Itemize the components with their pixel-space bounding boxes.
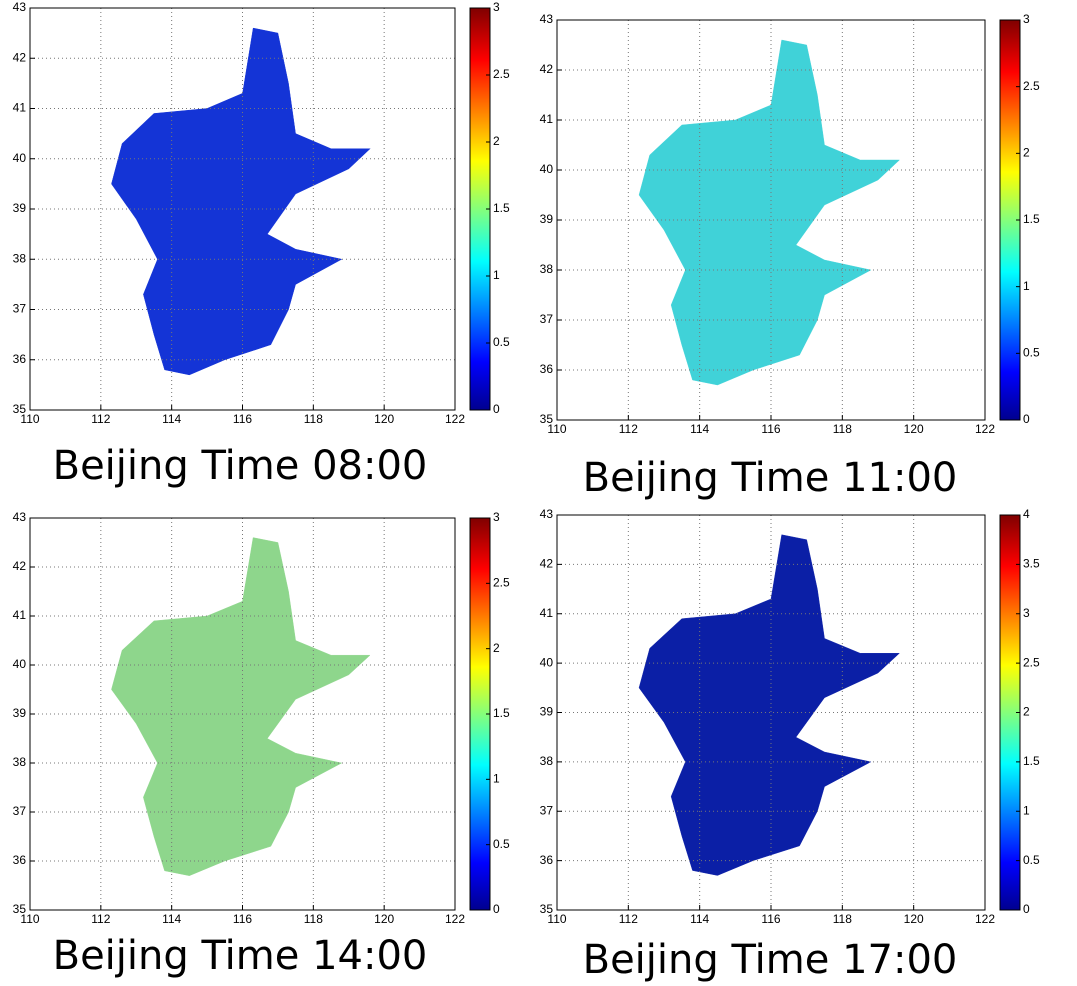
y-tick-label: 38 [13,251,27,265]
y-tick-label: 39 [540,212,554,226]
colorbar-tick-label: 1.5 [1023,754,1040,768]
y-tick-label: 42 [13,559,27,573]
colorbar-tick-label: 2.5 [1023,655,1040,669]
colorbar-tick-label: 0.5 [1023,346,1040,360]
y-tick-label: 35 [540,412,554,426]
y-tick-label: 40 [13,657,27,671]
x-tick-label: 112 [91,412,110,426]
y-tick-label: 35 [13,402,27,416]
colorbar-tick-label: 1.5 [1023,212,1040,226]
colorbar-tick-label: 1 [493,268,500,282]
colorbar-tick-label: 1.5 [493,201,510,215]
colorbar-tick-label: 2.5 [493,576,510,590]
y-tick-label: 43 [13,510,27,524]
y-tick-label: 37 [13,804,27,818]
y-tick-label: 40 [540,655,554,669]
x-tick-label: 112 [619,912,638,926]
y-tick-label: 42 [13,50,27,64]
colorbar-tick-label: 1 [493,772,500,786]
x-tick-label: 112 [91,912,110,926]
y-tick-label: 35 [13,902,27,916]
colorbar-tick-label: 0.5 [1023,853,1040,867]
panel-title: Beijing Time 08:00 [53,443,428,489]
y-tick-label: 36 [13,853,27,867]
y-tick-label: 43 [540,12,554,26]
colorbar-tick-label: 1.5 [493,706,510,720]
y-tick-label: 37 [540,803,554,817]
y-tick-label: 38 [13,755,27,769]
colorbar-tick-label: 3 [1023,12,1030,26]
colorbar-tick-label: 3 [1023,606,1030,620]
panel-title: Beijing Time 17:00 [583,937,958,983]
colorbar-tick-label: 1 [1023,279,1030,293]
x-tick-label: 118 [833,912,852,926]
x-tick-label: 112 [619,422,638,436]
colorbar-tick-label: 2.5 [493,67,510,81]
colorbar-tick-label: 1 [1023,803,1030,817]
colorbar-tick-label: 0 [493,902,500,916]
y-tick-label: 38 [540,262,554,276]
colorbar-tick-label: 2 [493,134,500,148]
y-tick-label: 41 [13,608,27,622]
colorbar-tick-label: 0 [1023,412,1030,426]
x-tick-label: 118 [304,912,323,926]
y-tick-label: 37 [540,312,554,326]
figure: 1101121141161181201223536373839404142430… [0,0,1077,986]
x-tick-label: 122 [445,912,465,926]
colorbar-tick-label: 0.5 [493,335,510,349]
panel: 1101121141161181201223536373839404142430… [13,510,510,979]
y-tick-label: 41 [540,112,554,126]
y-tick-label: 39 [13,706,27,720]
y-tick-label: 42 [540,557,554,571]
y-tick-label: 39 [13,201,27,215]
x-tick-label: 122 [975,912,995,926]
y-tick-label: 38 [540,754,554,768]
x-tick-label: 122 [445,412,465,426]
colorbar-tick-label: 2 [1023,705,1030,719]
y-tick-label: 41 [13,101,27,115]
y-tick-label: 43 [13,0,27,14]
colorbar-tick-label: 3 [493,510,500,524]
x-tick-label: 114 [690,912,709,926]
y-tick-label: 35 [540,902,554,916]
x-tick-label: 116 [233,912,252,926]
x-tick-label: 116 [761,912,780,926]
x-tick-label: 114 [690,422,709,436]
y-tick-label: 39 [540,705,554,719]
y-tick-label: 37 [13,302,27,316]
x-tick-label: 114 [162,912,181,926]
x-tick-label: 120 [374,912,394,926]
x-tick-label: 116 [233,412,252,426]
x-tick-label: 114 [162,412,181,426]
y-tick-label: 36 [13,352,27,366]
colorbar-tick-label: 4 [1023,507,1030,521]
x-tick-label: 120 [904,422,924,436]
colorbar-tick-label: 3 [493,0,500,14]
colorbar-tick-label: 2 [1023,146,1030,160]
y-tick-label: 43 [540,507,554,521]
panel-title: Beijing Time 11:00 [583,455,958,501]
y-tick-label: 40 [13,151,27,165]
colorbar-tick-label: 2 [493,641,500,655]
panel-title: Beijing Time 14:00 [53,933,428,979]
x-tick-label: 122 [975,422,995,436]
y-tick-label: 42 [540,62,554,76]
x-tick-label: 118 [304,412,323,426]
x-tick-label: 120 [374,412,394,426]
colorbar-tick-label: 0 [493,402,500,416]
y-tick-label: 36 [540,362,554,376]
x-tick-label: 120 [904,912,924,926]
y-tick-label: 41 [540,606,554,620]
x-tick-label: 118 [833,422,852,436]
y-tick-label: 36 [540,853,554,867]
colorbar-tick-label: 0 [1023,902,1030,916]
y-tick-label: 40 [540,162,554,176]
x-tick-label: 116 [761,422,780,436]
colorbar-tick-label: 0.5 [493,837,510,851]
colorbar-tick-label: 3.5 [1023,557,1040,571]
colorbar-tick-label: 2.5 [1023,79,1040,93]
